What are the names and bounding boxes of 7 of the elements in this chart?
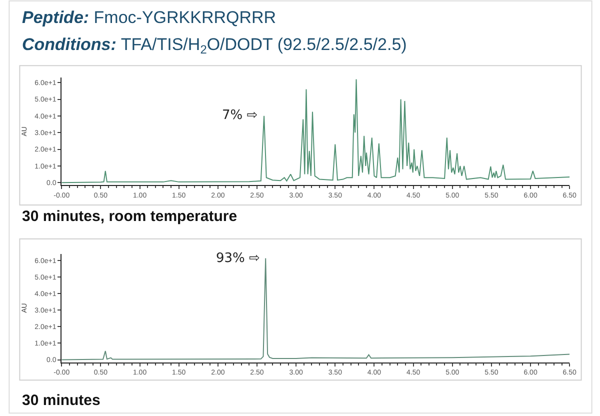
text: 30 minutes xyxy=(22,392,100,409)
line-series xyxy=(62,78,570,184)
annotation: 93% ⇨ xyxy=(216,251,260,266)
annotation: 7% ⇨ xyxy=(222,108,258,123)
chart-subtitle: Conditions: TFA/TIS/H$_{2}$O/DODT (92.5/2.5/2.5/2.5) xyxy=(22,35,407,57)
text: 30 minutes, room temperature xyxy=(22,208,238,225)
chart-title: Peptide: Fmoc-YGRKKRRQRRR xyxy=(22,8,276,27)
